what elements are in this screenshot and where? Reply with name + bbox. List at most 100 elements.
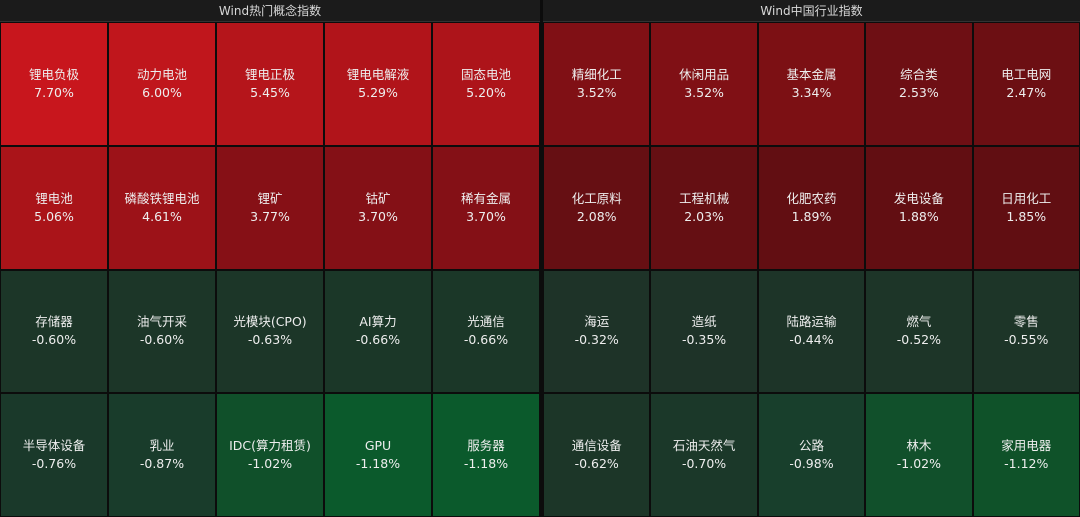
tile: IDC(算力租赁) -1.02% — [216, 393, 324, 517]
tile: 油气开采 -0.60% — [108, 269, 216, 394]
tile: 锂电正极 5.45% — [216, 22, 324, 146]
tile-name: 工程机械 — [679, 190, 730, 206]
tile-name: 精细化工 — [571, 66, 622, 82]
tile: 存储器 -0.60% — [0, 269, 108, 394]
tile-change: -0.55% — [1004, 332, 1049, 348]
tile-change: 3.52% — [684, 84, 724, 100]
tile-change: 5.06% — [34, 208, 74, 224]
tile: 造纸 -0.35% — [650, 269, 758, 394]
tile-name: 发电设备 — [893, 190, 944, 206]
tile-name: 家用电器 — [1001, 438, 1052, 454]
tile-change: -0.60% — [31, 332, 77, 348]
tile: 化工原料 2.08% — [543, 145, 651, 270]
tile-name: 半导体设备 — [22, 438, 86, 454]
tile-change: 2.03% — [684, 208, 724, 224]
tile-change: -0.76% — [31, 456, 77, 472]
tile: 综合类 2.53% — [865, 22, 973, 146]
tile-change: 1.89% — [791, 208, 832, 224]
tile-name: 锂电电解液 — [346, 66, 410, 82]
tile-change: -0.32% — [574, 332, 619, 348]
tile-name: 基本金属 — [786, 66, 837, 82]
tile: 陆路运输 -0.44% — [757, 269, 866, 394]
tile-change: -1.02% — [247, 456, 293, 472]
panel: Wind热门概念指数锂电负极 7.70% 动力电池 6.00% 锂电正极 5.45% 锂电电… — [0, 0, 540, 517]
tile-name: 陆路运输 — [786, 314, 837, 330]
tile: 公路 -0.98% — [757, 393, 866, 517]
tile-name: 石油天然气 — [672, 438, 736, 454]
tile: 稀有金属 3.70% — [432, 145, 540, 270]
tile: 石油天然气 -0.70% — [650, 393, 758, 517]
tile: 光模块(CPO) -0.63% — [216, 269, 324, 394]
tile-name: 日用化工 — [1001, 190, 1052, 206]
tile-name: 光模块(CPO) — [233, 314, 307, 330]
tile-name: 综合类 — [900, 66, 938, 82]
tile-name: 化工原料 — [571, 190, 622, 206]
tile: 半导体设备 -0.76% — [0, 393, 108, 517]
tile-name: 公路 — [798, 438, 824, 454]
tile-change: -0.44% — [789, 332, 834, 348]
tile-change: -1.18% — [463, 456, 509, 472]
tile-name: 电工电网 — [1001, 66, 1052, 82]
tile-change: 7.70% — [34, 84, 74, 100]
tile-name: 锂矿 — [257, 190, 283, 206]
tile-change: 1.88% — [899, 208, 939, 224]
tile: 工程机械 2.03% — [650, 145, 758, 270]
tile: 动力电池 6.00% — [108, 22, 216, 146]
tile: GPU -1.18% — [324, 393, 432, 517]
tile: 精细化工 3.52% — [543, 22, 651, 146]
tile-change: 3.70% — [466, 208, 506, 224]
tile-name: 休闲用品 — [679, 66, 730, 82]
tile-name: 锂电负极 — [28, 66, 79, 82]
tile: 锂电负极 7.70% — [0, 22, 108, 146]
tile: 家用电器 -1.12% — [972, 393, 1080, 517]
tile: 钴矿 3.70% — [324, 145, 432, 270]
tile-change: 3.77% — [250, 208, 290, 224]
tile-name: 锂电池 — [35, 190, 73, 206]
tile-name: 锂电正极 — [244, 66, 295, 82]
tile-name: 燃气 — [906, 314, 932, 330]
tile-change: -0.62% — [574, 456, 619, 472]
tile-change: 3.52% — [576, 84, 617, 100]
tile-change: -0.52% — [896, 332, 941, 348]
tile: 化肥农药 1.89% — [757, 145, 866, 270]
tile-name: 光通信 — [467, 314, 505, 330]
tile-change: -0.98% — [789, 456, 834, 472]
tile: 电工电网 2.47% — [972, 22, 1080, 146]
tile-name: 存储器 — [35, 314, 73, 330]
tile: 光通信 -0.66% — [432, 269, 540, 394]
tile-change: 5.20% — [466, 84, 506, 100]
tile-name: 稀有金属 — [460, 190, 511, 206]
tile-name: GPU — [364, 438, 392, 454]
tile-name: 零售 — [1013, 314, 1039, 330]
tile-change: -0.87% — [139, 456, 185, 472]
tile: 锂电电解液 5.29% — [324, 22, 432, 146]
tile: 固态电池 5.20% — [432, 22, 540, 146]
tile: 发电设备 1.88% — [865, 145, 973, 270]
tile: 基本金属 3.34% — [757, 22, 866, 146]
tile: 零售 -0.55% — [972, 269, 1080, 394]
tile-change: -0.66% — [355, 332, 401, 348]
tile-name: 乳业 — [149, 438, 175, 454]
tile: 海运 -0.32% — [543, 269, 651, 394]
panel: Wind中国行业指数 精细化工 3.52% 休闲用品 3.52% 基本金属 3.34% 综合类… — [543, 0, 1080, 517]
tile-change: 4.61% — [142, 208, 182, 224]
tile-name: 磷酸铁锂电池 — [124, 190, 200, 206]
tile: 通信设备 -0.62% — [543, 393, 651, 517]
tile-name: 造纸 — [691, 314, 717, 330]
panel-title: Wind热门概念指数 — [0, 0, 540, 22]
tile-change: 2.53% — [899, 84, 939, 100]
tile: 锂矿 3.77% — [216, 145, 324, 270]
tile-change: 3.34% — [791, 84, 832, 100]
tile: 休闲用品 3.52% — [650, 22, 758, 146]
tile-change: 5.45% — [250, 84, 290, 100]
tile-change: 1.85% — [1006, 208, 1047, 224]
tile-change: -1.18% — [355, 456, 401, 472]
tile-name: 化肥农药 — [786, 190, 837, 206]
tile-change: -0.35% — [681, 332, 727, 348]
tile-name: 固态电池 — [460, 66, 511, 82]
tile: AI算力 -0.66% — [324, 269, 432, 394]
tile-name: AI算力 — [359, 314, 397, 330]
tile-name: 油气开采 — [136, 314, 187, 330]
tile-change: 3.70% — [358, 208, 398, 224]
